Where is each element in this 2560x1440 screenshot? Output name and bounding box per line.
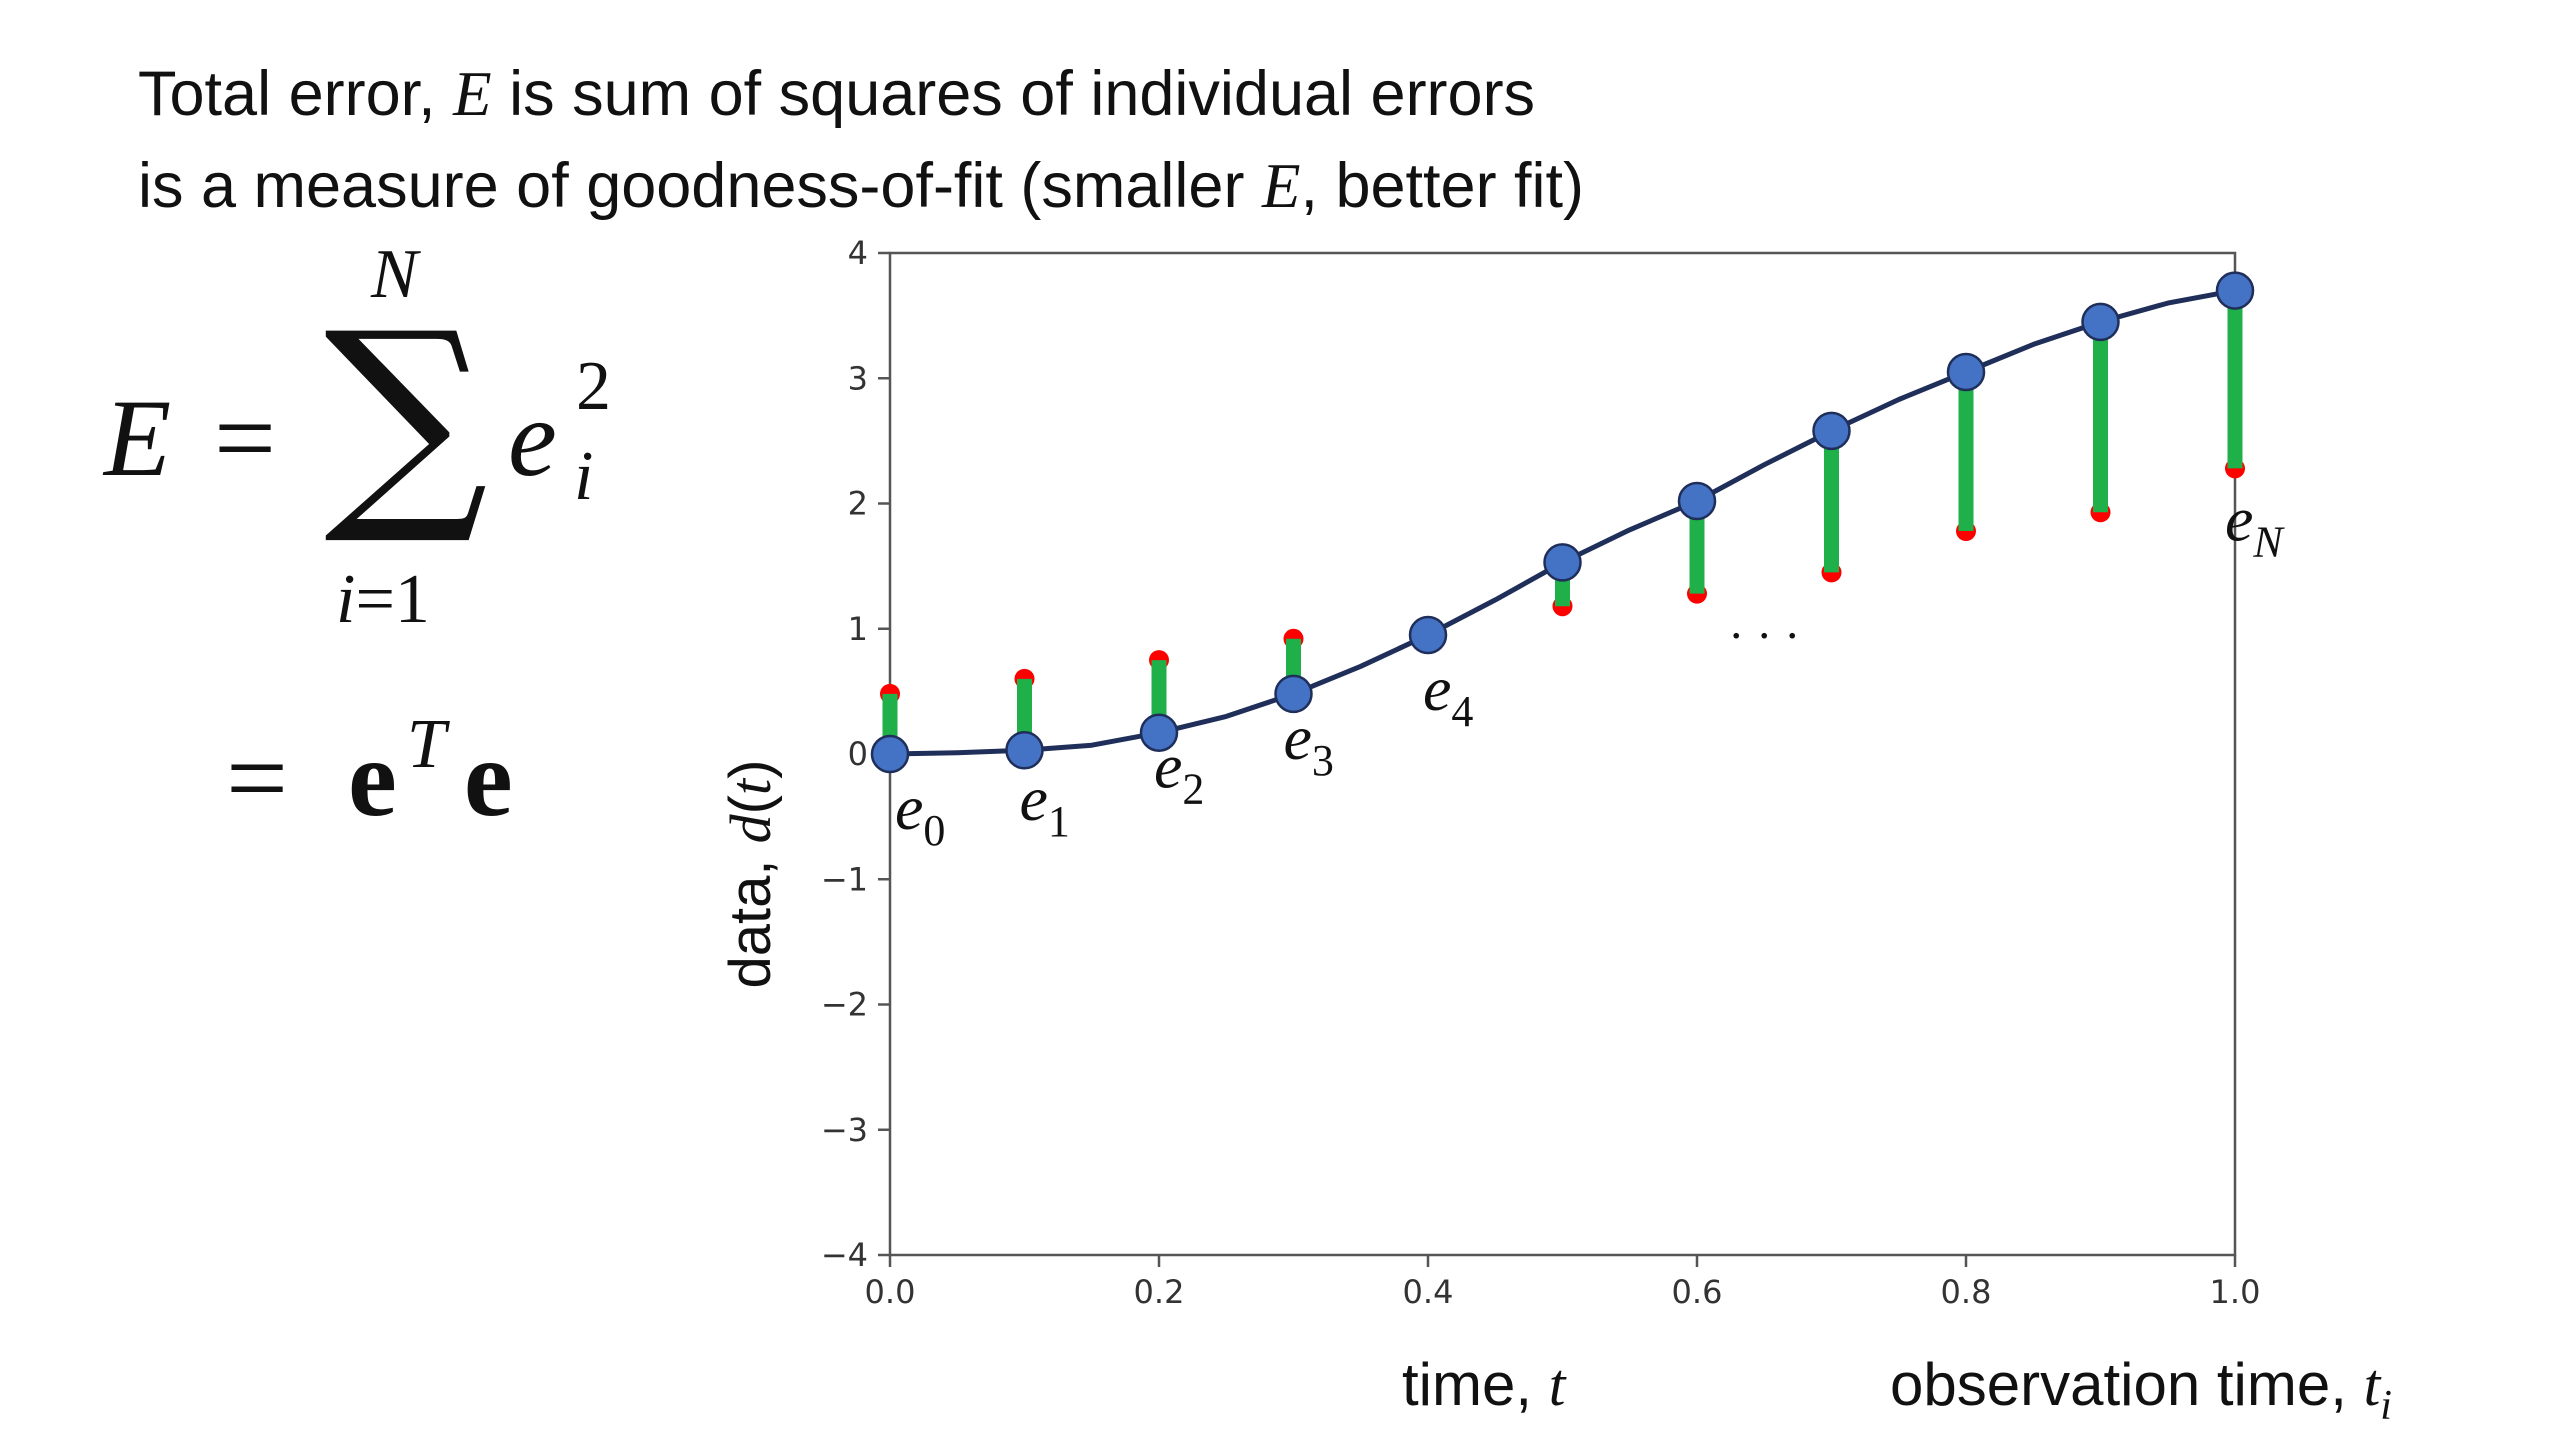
sum-term-exponent: 2: [576, 348, 611, 425]
sum-term-subscript: i: [574, 438, 594, 515]
y-tick-label: 3: [848, 359, 868, 397]
predicted-point: [870, 734, 910, 774]
error-label-4: e4: [1423, 653, 1473, 736]
predicted-point: [1812, 411, 1851, 451]
predicted-point: [1543, 543, 1582, 582]
observation-time-label: observation time, ti: [1890, 1351, 2392, 1429]
predicted-point: [2215, 271, 2255, 310]
sum-lower-limit: i=1: [336, 561, 430, 638]
error-label-3: e3: [1284, 702, 1334, 785]
y-tick-label: −2: [821, 986, 868, 1024]
model-curve: [889, 288, 2236, 757]
heading: Total error, E is sum of squares of indi…: [138, 48, 1838, 232]
y-tick-label: 0: [848, 735, 868, 773]
heading-var-e-2: E: [1261, 151, 1301, 221]
predicted-point: [1946, 352, 1986, 392]
y-tick-label: −1: [821, 860, 868, 898]
error-label-0: e0: [895, 772, 945, 855]
predicted-point: [1274, 674, 1313, 714]
predicted-point: [2081, 302, 2120, 342]
x-tick-label: 0.4: [1403, 1273, 1454, 1311]
predicted-point: [1005, 730, 1044, 770]
vector-e: e: [348, 717, 397, 839]
predicted-point: [1408, 615, 1448, 655]
error-label-2: e2: [1154, 731, 1204, 814]
heading-line-1: Total error, E is sum of squares of indi…: [138, 59, 1536, 129]
sigma-symbol: ∑: [324, 284, 489, 551]
heading-var-e: E: [453, 59, 492, 129]
equation-lhs: E: [104, 377, 172, 499]
y-tick-label: 1: [848, 610, 868, 648]
x-tick-label: 1.0: [2210, 1273, 2261, 1311]
y-tick-label: 4: [848, 234, 868, 272]
time-axis-label: time, t: [1402, 1351, 1567, 1418]
ellipsis: · · ·: [1728, 609, 1800, 662]
equation-equals: =: [214, 377, 277, 499]
y-axis-label: data, d(t): [718, 760, 783, 989]
sum-upper-limit: N: [371, 236, 418, 313]
y-tick-label: −3: [821, 1111, 868, 1149]
x-tick-label: 0.0: [865, 1273, 916, 1311]
predicted-point: [1677, 481, 1717, 521]
x-tick-label: 0.8: [1941, 1273, 1992, 1311]
x-tick-label: 0.6: [1672, 1273, 1723, 1311]
heading-line-2: is a measure of goodness-of-fit (smaller…: [138, 151, 1585, 221]
y-tick-label: −4: [821, 1236, 868, 1274]
y-tick-label: 2: [848, 485, 868, 523]
error-label-1: e1: [1020, 763, 1070, 846]
sum-term: e: [508, 377, 557, 499]
error-label-N: eN: [2225, 484, 2285, 567]
x-tick-label: 0.2: [1134, 1273, 1185, 1311]
plot-frame: [888, 251, 2237, 1257]
predicted-point: [1139, 713, 1179, 752]
vector-e-2: e: [463, 717, 513, 839]
transpose-mark: T: [406, 706, 446, 783]
